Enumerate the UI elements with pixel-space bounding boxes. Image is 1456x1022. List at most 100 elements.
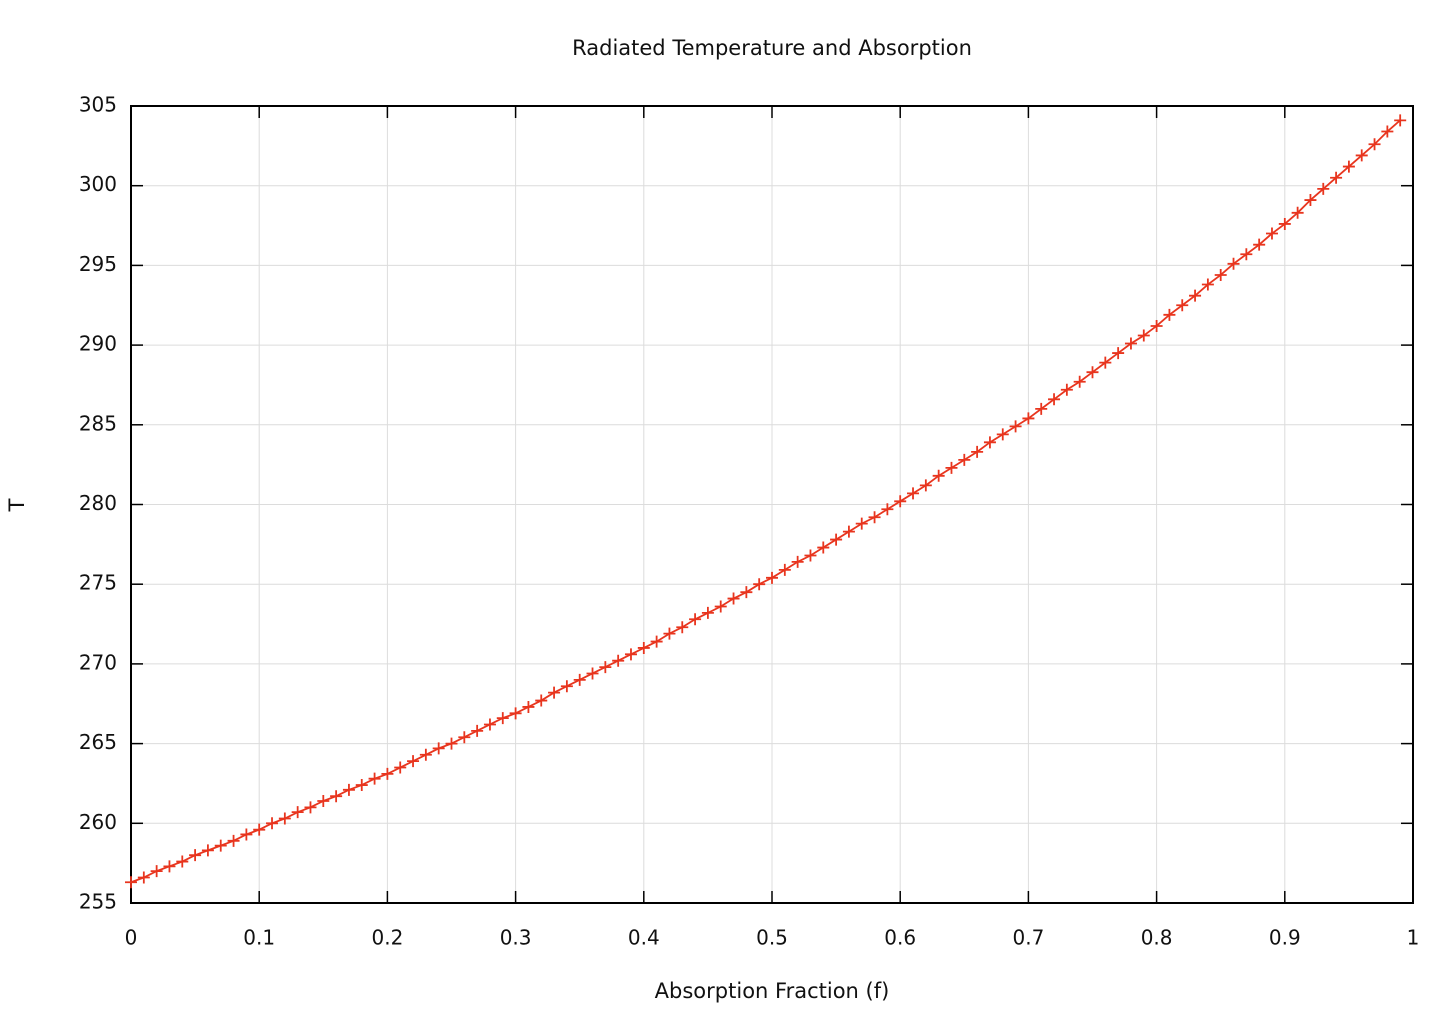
point-marker [240,828,253,841]
y-tick-label: 305 [79,93,117,117]
point-marker [278,812,291,825]
point-marker [586,667,599,680]
x-tick-label: 0.7 [1012,926,1044,950]
point-marker [689,613,702,626]
point-marker [458,731,471,744]
y-tick-label: 265 [79,730,117,754]
point-marker [176,855,189,868]
point-marker [868,511,881,524]
point-marker [1124,337,1137,350]
point-marker [958,453,971,466]
x-tick-label: 0.3 [500,926,532,950]
point-marker [419,748,432,761]
point-marker [509,707,522,720]
point-marker [1060,383,1073,396]
point-marker [496,712,509,725]
point-marker [368,772,381,785]
point-marker [1240,248,1253,261]
point-marker [881,503,894,516]
point-marker [304,801,317,814]
point-marker [1342,160,1355,173]
point-marker [1265,227,1278,240]
point-marker [894,495,907,508]
point-marker [548,686,561,699]
point-marker [1317,182,1330,195]
point-marker [932,469,945,482]
point-marker [266,817,279,830]
point-marker [1368,138,1381,151]
point-marker [650,635,663,648]
point-marker [1086,366,1099,379]
point-marker [214,839,227,852]
point-marker [125,876,137,889]
point-marker [1278,217,1291,230]
point-marker [150,865,163,878]
point-marker [1022,412,1035,425]
point-marker [1304,194,1317,207]
x-tick-label: 0 [125,926,138,950]
point-marker [676,621,689,634]
x-tick-label: 1 [1407,926,1420,950]
point-marker [855,517,868,530]
point-marker [381,767,394,780]
point-marker [766,571,778,584]
point-marker [753,578,766,591]
point-marker [1099,356,1112,369]
point-marker [624,648,637,661]
point-marker [1381,125,1394,138]
point-marker [1176,299,1189,312]
x-axis-label: Absorption Fraction (f) [655,979,890,1003]
x-tick-label: 0.8 [1141,926,1173,950]
x-tick-label: 0.6 [884,926,916,950]
point-marker [701,606,714,619]
point-marker [599,661,612,674]
point-marker [394,761,407,774]
x-tick-label: 0.1 [243,926,275,950]
point-marker [983,436,996,449]
point-marker [189,849,202,862]
point-marker [1394,114,1407,127]
point-marker [1227,257,1240,270]
chart-title: Radiated Temperature and Absorption [572,36,972,60]
point-marker [907,487,920,500]
point-marker [817,541,830,554]
point-marker [1137,329,1150,342]
x-tick-label: 0.9 [1269,926,1301,950]
point-marker [330,790,343,803]
point-marker [1009,420,1022,433]
point-marker [1330,171,1343,184]
data-line [130,119,1401,884]
point-marker [778,563,791,576]
point-marker [317,794,330,807]
point-marker [919,479,932,492]
point-marker [1189,289,1202,302]
point-marker [740,586,753,599]
y-tick-label: 260 [79,810,117,834]
point-marker [714,600,727,613]
point-marker [1035,402,1048,415]
y-tick-label: 275 [79,571,117,595]
plot-frame [130,105,1414,904]
y-tick-label: 255 [79,890,117,914]
point-marker [1355,149,1368,162]
x-tick-label: 0.5 [756,926,788,950]
point-marker [945,461,958,474]
point-marker [471,724,484,737]
point-marker [1291,206,1304,219]
y-tick-label: 285 [79,411,117,435]
y-tick-label: 295 [79,252,117,276]
point-marker [1073,375,1086,388]
point-marker [522,700,535,713]
point-marker [253,823,266,836]
y-tick-label: 280 [79,491,117,515]
point-marker [407,755,420,768]
point-marker [1112,347,1125,360]
point-marker [227,834,240,847]
y-axis-label: T [5,498,29,512]
point-marker [1048,393,1061,406]
point-marker [201,844,214,857]
point-marker [1201,278,1214,291]
point-marker [791,555,804,568]
point-marker [1253,238,1266,251]
